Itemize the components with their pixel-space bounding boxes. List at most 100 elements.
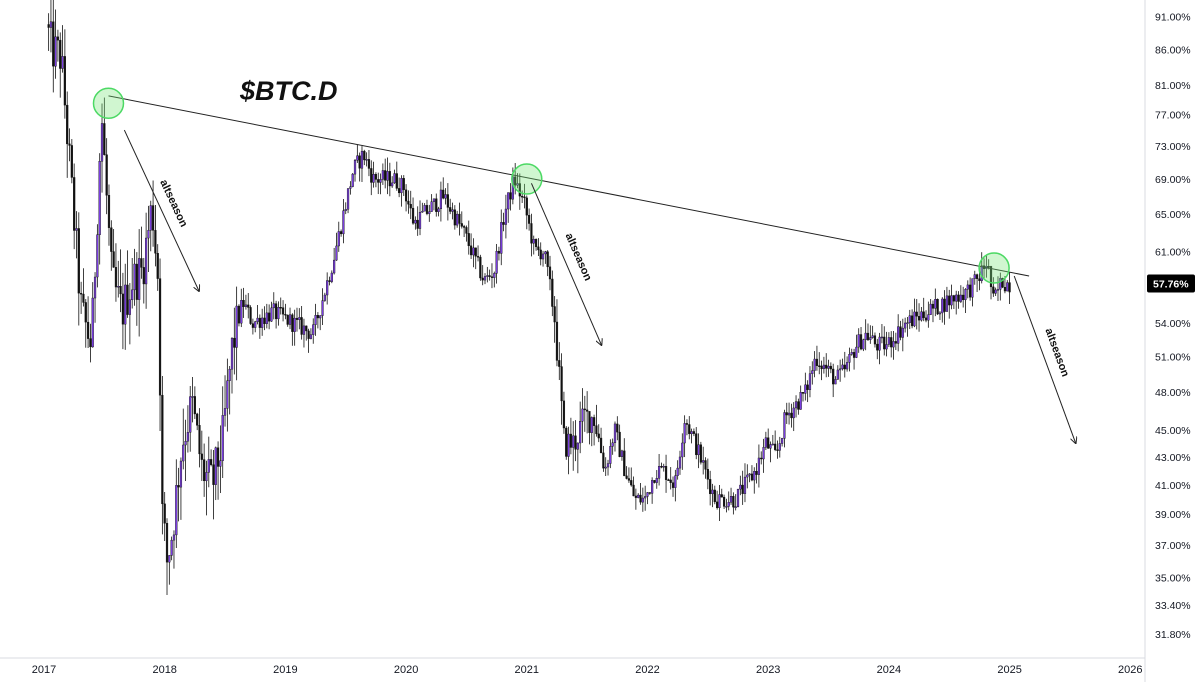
y-tick-label: 39.00% [1155,509,1191,521]
candle-body [699,444,702,463]
candle-body [797,401,800,410]
candle-body [131,289,134,301]
candle-body [182,444,185,462]
candle-body [841,364,844,370]
candle-body [992,286,995,294]
candle-body [864,332,867,340]
candle-body [639,494,642,503]
y-tick-label: 43.00% [1155,452,1191,464]
y-tick-label: 41.00% [1155,480,1191,492]
candle-body [899,326,902,338]
y-tick-label: 48.00% [1155,387,1191,399]
candle-body [836,369,839,380]
candle-body [432,198,436,202]
candle-body [86,321,90,339]
candle-body [284,313,287,316]
x-tick-label: 2019 [273,664,297,676]
candle-body [546,251,549,268]
candle-body [456,213,459,226]
candle-body [790,412,793,419]
candle-body [599,437,603,454]
candle-body [813,358,816,371]
candle-body [300,317,303,335]
candle-body [307,330,310,339]
candle-body [906,322,909,324]
candle-body [323,294,326,301]
candle-body [186,432,189,442]
candle-body [463,226,466,228]
candle-body [753,471,756,481]
y-tick-label: 91.00% [1155,12,1191,24]
candle-body [346,188,350,210]
candle-body [558,360,561,367]
candle-body [644,496,647,499]
candle-body [342,210,345,235]
candle-body [521,195,524,198]
candle-body [627,478,631,481]
price-axis[interactable]: 31.80% 33.40% 35.00% 37.00% 39.00% 41.00% 43.0… [1147,12,1195,642]
candle-body [634,495,637,498]
candle-body [606,463,610,468]
candle-body [358,155,361,169]
candle-body [1001,278,1004,288]
candle-body [739,484,742,490]
candle-body [576,442,579,450]
candle-body [667,479,670,481]
candle-body [869,337,872,340]
candle-body [681,442,684,458]
candle-body [904,322,907,329]
candle-body [458,213,461,224]
candle-body [133,263,136,291]
candle-body [61,56,64,69]
candle-body [439,189,443,210]
time-axis[interactable]: 2017 2018 2019 2020 2021 2022 2023 2024 2025 2026 [32,664,1143,676]
candle-body [161,394,164,505]
altseason-arrow [1013,275,1076,443]
candle-body [268,312,271,322]
candle-body [528,214,531,224]
candle-body [328,280,331,282]
candle-body [272,303,275,309]
x-tick-label: 2024 [877,664,901,676]
candle-body [706,469,709,480]
candle-body [298,317,301,320]
candle-body [741,484,744,494]
candle-body [135,263,138,300]
candle-body [806,384,809,390]
candle-body [959,294,962,302]
candle-body [302,325,306,335]
candle-body [117,286,120,288]
candle-body [226,380,229,409]
candle-body [1006,282,1009,292]
candle-body [418,211,422,229]
candle-body [251,323,254,328]
candle-body [177,485,180,488]
candle-body [625,475,628,479]
candle-body [75,228,78,231]
x-tick-label: 2025 [997,664,1021,676]
candle-body [544,251,547,255]
candle-body [569,433,572,448]
touch-point-circle [978,252,1010,284]
candle-body [604,466,607,469]
candle-body [281,307,285,315]
candle-body [848,354,851,363]
candle-body [367,159,371,169]
candle-body [678,456,682,469]
candle-body [785,412,788,416]
candle-body [613,423,617,444]
candle-body [822,364,825,370]
candle-body [769,444,772,449]
candle-body [84,302,87,323]
candle-body [871,335,874,338]
candle-body [616,423,619,433]
candle-body [713,489,716,503]
altseason-arrow [123,129,199,291]
candle-body [261,317,264,328]
candle-body [651,480,654,494]
candle-body [442,189,445,199]
candle-body [934,299,937,309]
y-tick-label: 35.00% [1155,573,1191,585]
candle-body [595,425,598,435]
candle-body [68,143,71,146]
